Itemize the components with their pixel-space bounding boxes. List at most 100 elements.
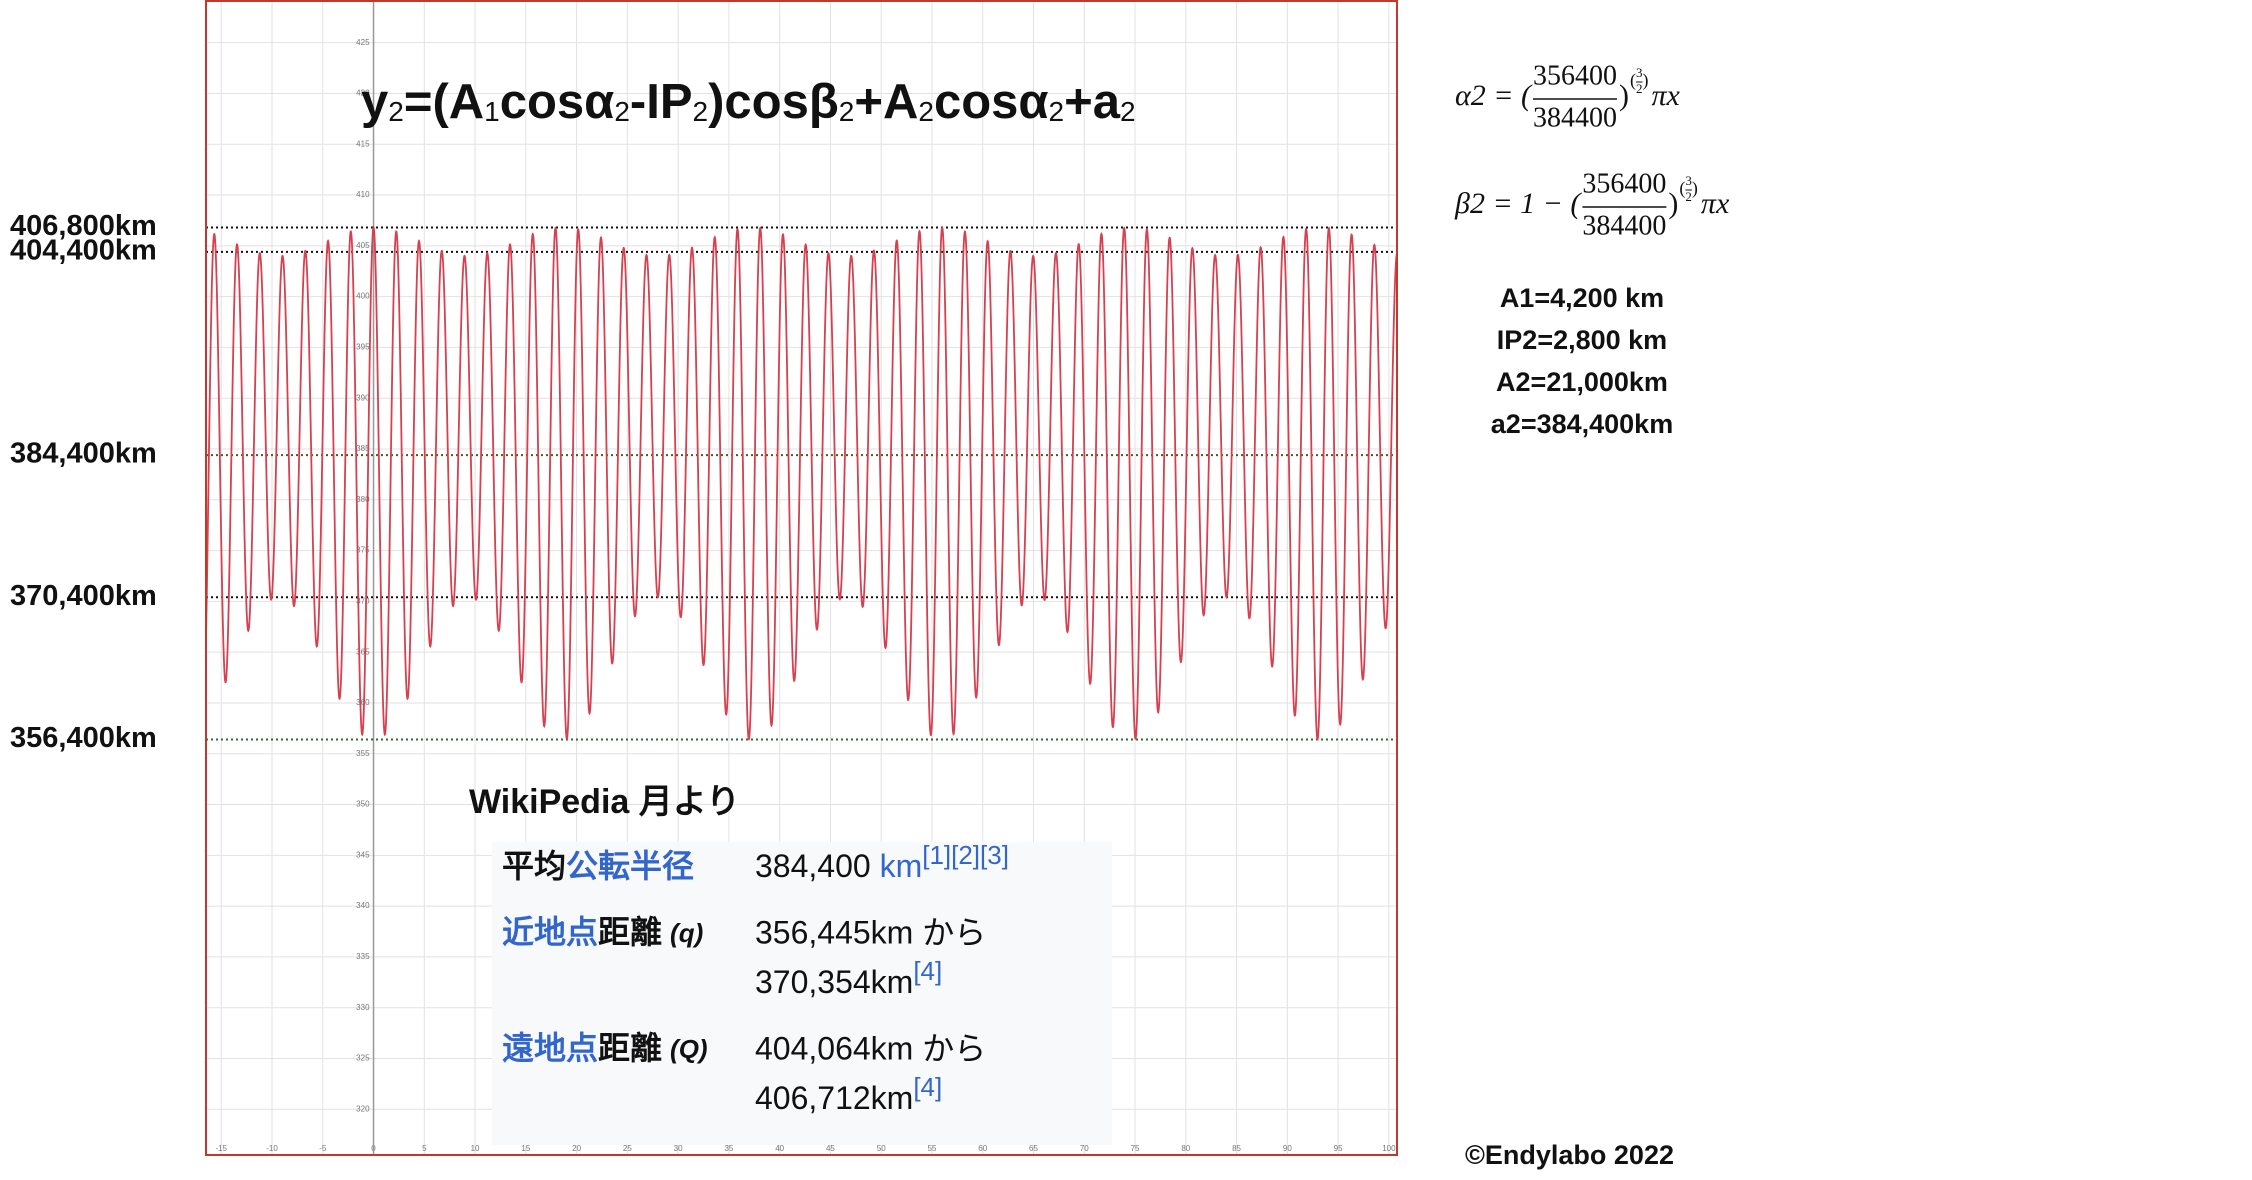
y-tick-label: 345 xyxy=(356,850,370,859)
label-text: 平均 xyxy=(502,848,566,884)
symbol: (Q) xyxy=(670,1034,708,1064)
title-subscript: 2 xyxy=(388,96,404,127)
wiki-value: 404,064km から xyxy=(755,1030,986,1066)
function-curve xyxy=(205,225,1398,741)
x-tick-label: 50 xyxy=(877,1144,886,1153)
y-tick-label: 405 xyxy=(356,241,370,250)
x-tick-label: 90 xyxy=(1283,1144,1292,1153)
x-tick-label: -15 xyxy=(215,1144,227,1153)
title-part: -IP xyxy=(630,75,693,129)
label-link[interactable]: 公転半径 xyxy=(566,848,694,884)
formula-part: ( xyxy=(1630,70,1636,91)
wiki-value: 356,445km から xyxy=(755,914,986,950)
y-tick-label: 425 xyxy=(356,38,370,47)
y-tick-label: 390 xyxy=(356,393,370,402)
y-tick-label: 380 xyxy=(356,495,370,504)
x-tick-label: 85 xyxy=(1232,1144,1241,1153)
reference-label: 384,400km xyxy=(10,438,157,470)
y-tick-label: 340 xyxy=(356,901,370,910)
x-tick-label: -5 xyxy=(319,1144,327,1153)
ref-link[interactable]: [1][2][3] xyxy=(922,840,1009,870)
y-tick-label: 365 xyxy=(356,647,370,656)
formula-part: πx xyxy=(1651,79,1680,112)
x-tick-label: 70 xyxy=(1080,1144,1089,1153)
y-tick-label: 355 xyxy=(356,749,370,758)
overlay: WikiPedia 月より 平均公転半径 384,400 km[1][2][3]… xyxy=(469,783,1674,1170)
label-link[interactable]: 近地点 xyxy=(502,914,598,950)
x-tick-label: 35 xyxy=(724,1144,733,1153)
parameter: A1=4,200 km xyxy=(1500,283,1664,313)
formula-part: ) xyxy=(1668,187,1678,220)
y-tick-label: 385 xyxy=(356,444,370,453)
formula-part: 356400 xyxy=(1582,168,1666,199)
chart-title: y2=(A1cosα2-IP2)cosβ2+A2cosα2+a2 xyxy=(361,75,1136,129)
x-tick-label: 10 xyxy=(471,1144,480,1153)
x-tick-label: 65 xyxy=(1029,1144,1038,1153)
value-text: 406,712km xyxy=(755,1080,913,1116)
title-subscript: 1 xyxy=(484,96,500,127)
x-tick-label: 100 xyxy=(1382,1144,1396,1153)
label-text: 距離 xyxy=(598,1030,662,1066)
ref-link[interactable]: [4] xyxy=(913,1072,942,1102)
formula-part: 356400 xyxy=(1533,60,1617,91)
x-tick-label: 25 xyxy=(623,1144,632,1153)
x-tick-label: 15 xyxy=(521,1144,530,1153)
x-tick-label: -10 xyxy=(266,1144,278,1153)
label-link[interactable]: 遠地点 xyxy=(502,1030,598,1066)
x-tick-label: 60 xyxy=(978,1144,987,1153)
title-part: =(A xyxy=(404,75,484,129)
wiki-value: 384,400 km[1][2][3] xyxy=(755,840,1009,884)
formula-part: ) xyxy=(1692,178,1698,199)
x-tick-label: 75 xyxy=(1131,1144,1140,1153)
title-subscript: 2 xyxy=(839,96,855,127)
copyright: ©Endylabo 2022 xyxy=(1465,1140,1674,1170)
parameter: IP2=2,800 km xyxy=(1497,325,1667,355)
x-tick-label: 40 xyxy=(775,1144,784,1153)
y-tick-label: 370 xyxy=(356,596,370,605)
wiki-value: 370,354km[4] xyxy=(755,956,942,1000)
title-part: +a xyxy=(1064,75,1121,129)
wiki-label: 近地点距離 (q) xyxy=(502,914,703,950)
y-tick-label: 350 xyxy=(356,800,370,809)
unit-link[interactable]: km xyxy=(880,848,923,884)
symbol: (q) xyxy=(670,918,703,948)
title-subscript: 2 xyxy=(1120,96,1136,127)
label-text: 距離 xyxy=(598,914,662,950)
x-tick-label: 20 xyxy=(572,1144,581,1153)
title-part: cosα xyxy=(500,75,615,129)
x-tick-label: 45 xyxy=(826,1144,835,1153)
wiki-label: 遠地点距離 (Q) xyxy=(502,1030,708,1066)
title-subscript: 2 xyxy=(614,96,630,127)
title-subscript: 2 xyxy=(918,96,934,127)
x-tick-label: 80 xyxy=(1181,1144,1190,1153)
y-tick-label: 335 xyxy=(356,952,370,961)
title-part: y xyxy=(361,75,388,129)
formula-part: 2 xyxy=(1636,81,1643,96)
y-tick-label: 420 xyxy=(356,89,370,98)
title-part: )cosβ xyxy=(708,75,839,129)
wiki-label: 平均公転半径 xyxy=(502,848,694,884)
formula-part: ( xyxy=(1679,178,1685,199)
y-tick-label: 320 xyxy=(356,1104,370,1113)
formula-part: 384400 xyxy=(1533,102,1617,133)
formula-part: πx xyxy=(1701,187,1730,220)
formula-part: 3 xyxy=(1636,65,1643,80)
parameter: A2=21,000km xyxy=(1496,367,1668,397)
wiki-box xyxy=(492,842,1112,1145)
reference-label: 406,800km xyxy=(10,210,157,242)
title-subscript: 2 xyxy=(1049,96,1065,127)
ref-link[interactable]: [4] xyxy=(913,956,942,986)
wiki-value: 406,712km[4] xyxy=(755,1072,942,1116)
value-text: 370,354km xyxy=(755,964,913,1000)
reference-label: 356,400km xyxy=(10,722,157,754)
y-tick-label: 415 xyxy=(356,139,370,148)
y-tick-label: 330 xyxy=(356,1003,370,1012)
y-tick-label: 395 xyxy=(356,343,370,352)
formula-part: 384400 xyxy=(1582,210,1666,241)
x-tick-label: 30 xyxy=(674,1144,683,1153)
formula-part: ) xyxy=(1619,79,1629,112)
parameter: a2=384,400km xyxy=(1491,409,1673,439)
x-tick-label: 95 xyxy=(1334,1144,1343,1153)
title-part: cosα xyxy=(934,75,1049,129)
